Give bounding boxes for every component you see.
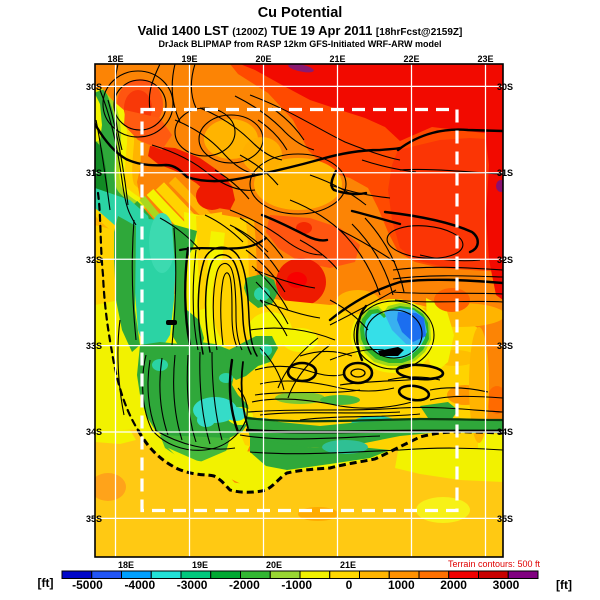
svg-text:20E: 20E bbox=[266, 560, 282, 570]
svg-text:18E: 18E bbox=[107, 54, 123, 64]
svg-text:23E: 23E bbox=[477, 54, 493, 64]
svg-text:-5000: -5000 bbox=[72, 578, 103, 592]
svg-text:0: 0 bbox=[346, 578, 353, 592]
svg-text:33S: 33S bbox=[497, 341, 513, 351]
svg-text:32S: 32S bbox=[86, 255, 102, 265]
svg-text:-1000: -1000 bbox=[281, 578, 312, 592]
svg-text:32S: 32S bbox=[497, 255, 513, 265]
svg-text:21E: 21E bbox=[329, 54, 345, 64]
svg-text:18E: 18E bbox=[118, 560, 134, 570]
svg-text:19E: 19E bbox=[192, 560, 208, 570]
svg-text:35S: 35S bbox=[86, 514, 102, 524]
svg-text:1000: 1000 bbox=[388, 578, 415, 592]
svg-text:-3000: -3000 bbox=[177, 578, 208, 592]
svg-text:Terrain contours: 500 ft: Terrain contours: 500 ft bbox=[448, 559, 541, 569]
svg-text:30S: 30S bbox=[497, 82, 513, 92]
svg-text:35S: 35S bbox=[497, 514, 513, 524]
svg-text:-2000: -2000 bbox=[229, 578, 260, 592]
svg-text:2000: 2000 bbox=[440, 578, 467, 592]
svg-text:30S: 30S bbox=[86, 82, 102, 92]
svg-text:33S: 33S bbox=[86, 341, 102, 351]
svg-text:34S: 34S bbox=[86, 427, 102, 437]
svg-text:22E: 22E bbox=[403, 54, 419, 64]
svg-text:[ft]: [ft] bbox=[38, 576, 54, 590]
svg-text:21E: 21E bbox=[340, 560, 356, 570]
svg-text:[ft]: [ft] bbox=[556, 578, 572, 592]
svg-text:-4000: -4000 bbox=[124, 578, 155, 592]
svg-text:31S: 31S bbox=[497, 168, 513, 178]
svg-text:19E: 19E bbox=[181, 54, 197, 64]
svg-text:20E: 20E bbox=[255, 54, 271, 64]
svg-text:3000: 3000 bbox=[493, 578, 520, 592]
svg-text:31S: 31S bbox=[86, 168, 102, 178]
svg-text:34S: 34S bbox=[497, 427, 513, 437]
